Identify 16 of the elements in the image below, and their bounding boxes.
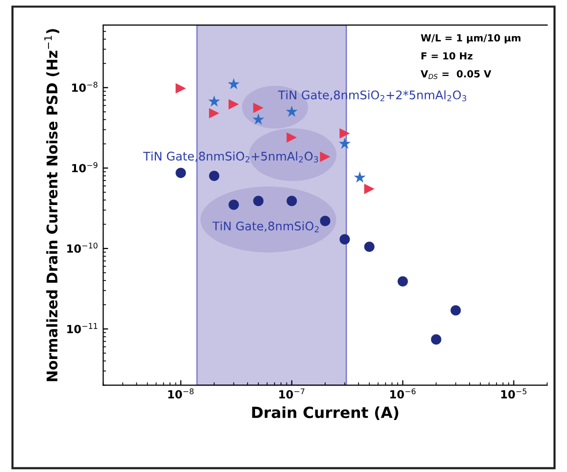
annotation: V$_{DS}$ = 0.05 V xyxy=(420,70,492,80)
x-tick-label: 10$^{−6}$ xyxy=(390,388,416,399)
x-tick-label: 10$^{−7}$ xyxy=(279,388,304,399)
y-tick-label: 10$^{−10}$ xyxy=(67,242,98,253)
y-tick-label: 10$^{−11}$ xyxy=(67,323,98,334)
x-axis-title: Drain Current (A) xyxy=(252,406,398,420)
annotation: TiN Gate,8nmSiO$_{2}$+5nmAl$_{2}$O$_{3}$ xyxy=(143,151,318,162)
y-tick-label: 10$^{−8}$ xyxy=(72,82,98,92)
annotation: TiN Gate,8nmSiO$_{2}$ xyxy=(212,221,319,232)
x-tick-label: 10$^{−8}$ xyxy=(168,388,194,399)
annotation: W/L = 1 μm/10 μm xyxy=(420,34,520,44)
annotation: F = 10 Hz xyxy=(422,52,472,60)
annotation: TiN Gate,8nmSiO$_{2}$+2*5nmAl$_{2}$O$_{3}$ xyxy=(278,90,466,102)
y-axis-title: Normalized Drain Current Noise PSD (Hz$^{−1}$) xyxy=(44,29,60,382)
y-tick-label: 10$^{−9}$ xyxy=(72,162,98,172)
x-tick-label: 10$^{−5}$ xyxy=(501,388,526,399)
